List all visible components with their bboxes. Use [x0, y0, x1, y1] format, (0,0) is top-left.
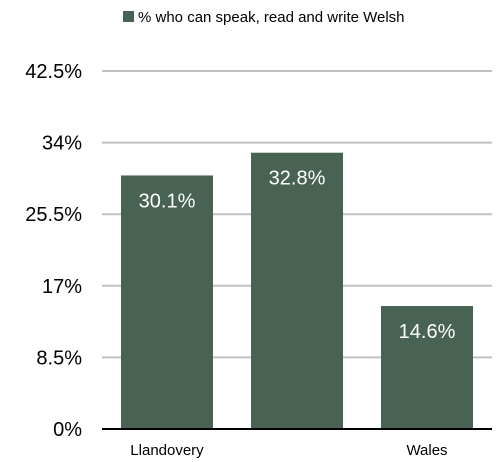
bar: [121, 175, 213, 429]
data-label: 14.6%: [399, 321, 456, 343]
y-axis: 0% 8.5% 17% 25.5% 34% 42.5%: [25, 61, 82, 441]
data-label: 30.1%: [139, 190, 196, 212]
legend: % who can speak, read and write Welsh: [123, 9, 405, 26]
y-tick-label: 0%: [53, 419, 82, 441]
y-tick-label: 8.5%: [36, 347, 82, 369]
x-axis: Llandovery Wales: [130, 442, 447, 459]
data-label: 32.8%: [269, 168, 326, 190]
legend-label: % who can speak, read and write Welsh: [138, 9, 405, 26]
x-tick-label: Wales: [406, 442, 447, 459]
bar: [381, 306, 473, 429]
y-tick-label: 17%: [42, 276, 82, 298]
y-tick-label: 25.5%: [25, 204, 82, 226]
y-tick-label: 42.5%: [25, 61, 82, 83]
legend-swatch: [123, 11, 134, 22]
y-tick-label: 34%: [42, 133, 82, 155]
x-tick-label: Llandovery: [130, 442, 204, 459]
bar: [251, 152, 343, 429]
bars: 30.1% 32.8% 14.6%: [121, 152, 473, 429]
